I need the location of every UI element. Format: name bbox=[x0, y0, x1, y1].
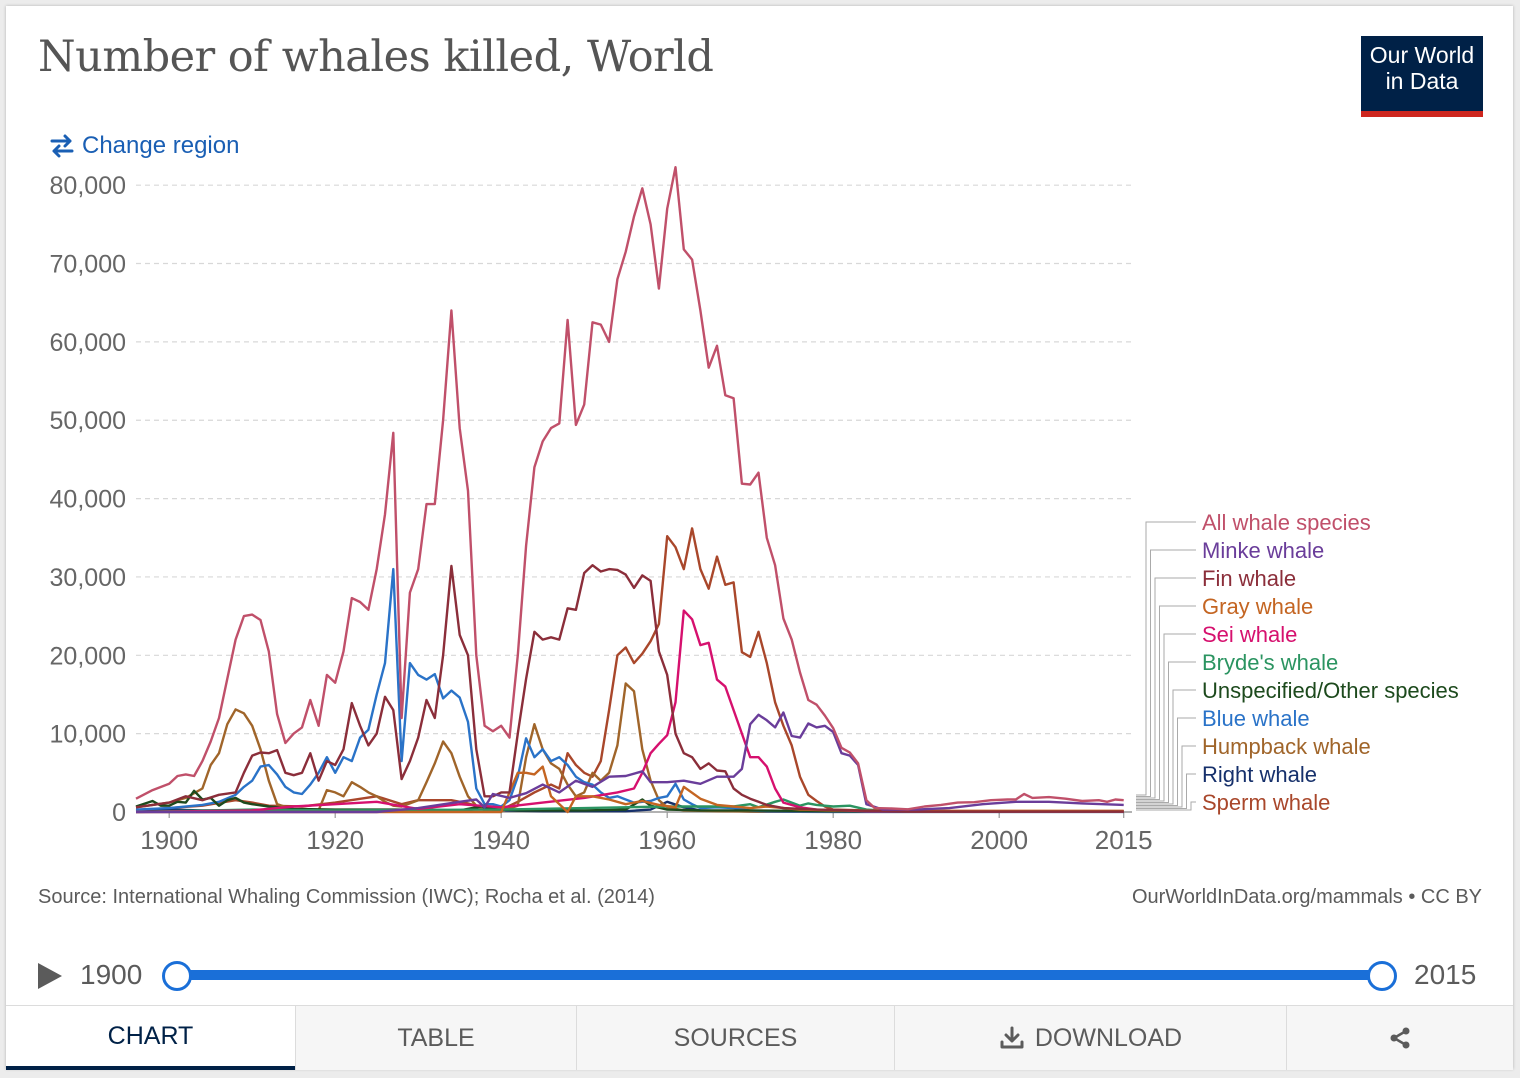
y-tick-label: 60,000 bbox=[50, 329, 126, 357]
legend-label: Bryde's whale bbox=[1202, 650, 1338, 675]
y-tick-label: 80,000 bbox=[50, 172, 126, 200]
logo-line-1: Our World bbox=[1369, 42, 1475, 68]
y-tick-label: 70,000 bbox=[50, 251, 126, 279]
source-note: Source: International Whaling Commission… bbox=[38, 886, 655, 908]
series-line bbox=[136, 711, 1124, 814]
legend-label: All whale species bbox=[1202, 510, 1371, 535]
x-tick-label: 2015 bbox=[1095, 825, 1153, 855]
timeline: 1900 2015 bbox=[6, 951, 1513, 1001]
legend-label: Minke whale bbox=[1202, 538, 1324, 563]
legend-label: Unspecified/Other species bbox=[1202, 678, 1459, 703]
legend-connector bbox=[1136, 605, 1196, 800]
series-line bbox=[135, 682, 1124, 813]
y-tick-label: 10,000 bbox=[50, 721, 126, 749]
series-line bbox=[135, 527, 1124, 813]
tab-table-label: TABLE bbox=[397, 1023, 475, 1052]
tab-sources[interactable]: SOURCES bbox=[576, 1006, 894, 1070]
legend-connector bbox=[1136, 745, 1196, 808]
timeline-track[interactable] bbox=[177, 970, 1382, 980]
series-line bbox=[135, 567, 1124, 813]
x-tick-label: 1900 bbox=[140, 825, 198, 855]
series-line bbox=[135, 609, 1124, 814]
x-tick-label: 1920 bbox=[306, 825, 364, 855]
timeline-start-label: 1900 bbox=[80, 959, 143, 990]
y-tick-label: 20,000 bbox=[50, 642, 126, 670]
owid-logo[interactable]: Our World in Data bbox=[1361, 36, 1483, 117]
timeline-end-handle[interactable] bbox=[1367, 961, 1397, 991]
legend-label: Gray whale bbox=[1202, 594, 1313, 619]
legend-label: Blue whale bbox=[1202, 706, 1310, 731]
y-tick-label: 0 bbox=[112, 799, 126, 827]
legend-connector bbox=[1136, 689, 1196, 805]
x-tick-label: 1960 bbox=[638, 825, 696, 855]
tab-download[interactable]: DOWNLOAD bbox=[894, 1006, 1286, 1070]
x-tick-label: 1980 bbox=[804, 825, 862, 855]
legend-connector bbox=[1136, 521, 1196, 796]
x-tick-label: 1940 bbox=[472, 825, 530, 855]
legend-label: Sperm whale bbox=[1202, 790, 1330, 815]
legend-label: Sei whale bbox=[1202, 622, 1297, 647]
download-icon bbox=[1000, 1026, 1024, 1049]
legend-label: Fin whale bbox=[1202, 566, 1296, 591]
legend-connector bbox=[1136, 577, 1196, 799]
legend-connector bbox=[1136, 549, 1196, 797]
legend-connector bbox=[1136, 633, 1196, 802]
legend-connector bbox=[1136, 773, 1196, 809]
tab-sources-label: SOURCES bbox=[673, 1023, 798, 1052]
series-line bbox=[135, 166, 1124, 811]
series-line bbox=[135, 564, 1124, 813]
tab-chart-label: CHART bbox=[107, 1021, 194, 1050]
page-title: Number of whales killed, World bbox=[38, 32, 714, 82]
source-url[interactable]: OurWorldInData.org/mammals • CC BY bbox=[1131, 886, 1482, 908]
tab-download-label: DOWNLOAD bbox=[1034, 1023, 1183, 1052]
legend-connector bbox=[1136, 801, 1196, 811]
legend-connector bbox=[1136, 661, 1196, 803]
share-icon bbox=[1390, 1027, 1410, 1049]
swap-arrows-icon bbox=[50, 134, 74, 158]
tab-table[interactable]: TABLE bbox=[295, 1006, 576, 1070]
y-tick-label: 50,000 bbox=[50, 407, 126, 435]
x-tick-label: 2000 bbox=[970, 825, 1028, 855]
timeline-start-handle[interactable] bbox=[162, 961, 192, 991]
legend-label: Right whale bbox=[1202, 762, 1317, 787]
legend-label: Humpback whale bbox=[1202, 734, 1371, 759]
tab-chart[interactable]: CHART bbox=[6, 1006, 295, 1070]
line-chart: 0 10,000 20,000 30,000 40,000 50,000 60,000 70,… bbox=[50, 166, 1459, 855]
legend-connector bbox=[1136, 717, 1196, 806]
chart-card: Number of whales killed, World Our World… bbox=[6, 6, 1513, 1070]
play-icon[interactable] bbox=[38, 963, 62, 989]
y-tick-label: 40,000 bbox=[50, 486, 126, 514]
change-region-button[interactable]: Change region bbox=[48, 128, 239, 164]
tab-share[interactable] bbox=[1286, 1006, 1513, 1070]
tab-bar: CHART TABLE SOURCES DOWNLOAD bbox=[6, 1005, 1513, 1070]
timeline-end-label: 2015 bbox=[1414, 959, 1477, 990]
change-region-label: Change region bbox=[82, 132, 240, 159]
y-tick-label: 30,000 bbox=[50, 564, 126, 592]
logo-line-2: in Data bbox=[1385, 68, 1459, 94]
